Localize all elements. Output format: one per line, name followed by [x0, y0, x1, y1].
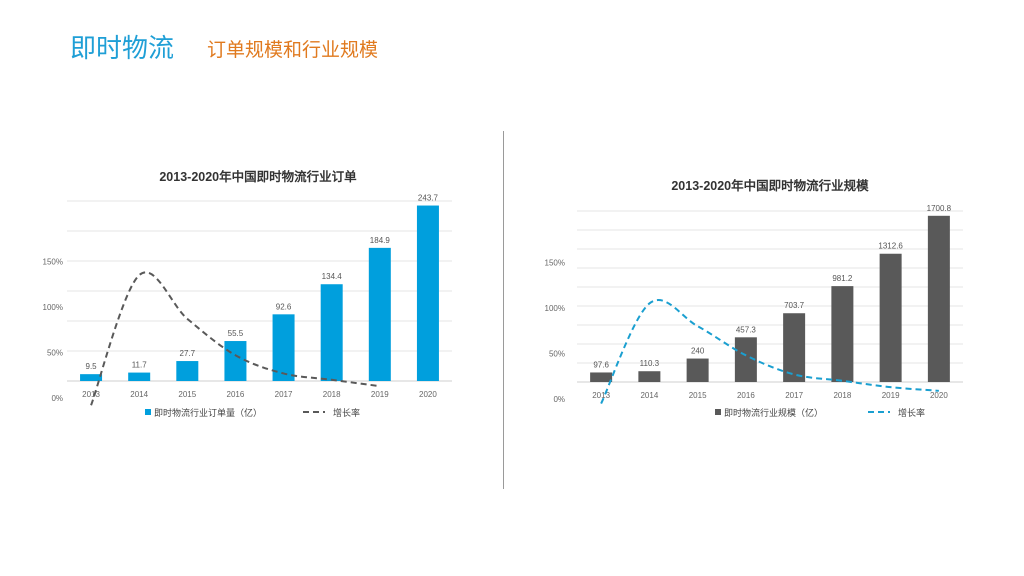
legend-bar-label: 即时物流行业规模（亿）: [724, 407, 823, 418]
bar-2013: [590, 372, 613, 382]
chart-divider: [503, 131, 504, 489]
page-title: 即时物流: [70, 33, 175, 63]
bar-2019: [368, 247, 391, 381]
x-tick-label: 2019: [882, 391, 900, 400]
x-tick-label: 2018: [833, 391, 851, 400]
x-tick-label: 2014: [640, 391, 658, 400]
y-tick-label: 0%: [553, 395, 565, 404]
y-tick-label: 50%: [549, 350, 565, 359]
data-label: 92.6: [276, 302, 292, 311]
bar-2016: [224, 341, 247, 381]
data-label: 55.5: [228, 329, 244, 338]
legend-bar-swatch: [715, 409, 721, 415]
bar-2015: [176, 361, 199, 381]
bar-2019: [879, 253, 902, 382]
x-tick-label: 2015: [178, 390, 196, 399]
data-label: 1312.6: [878, 242, 903, 251]
y-tick-label: 150%: [545, 259, 565, 268]
data-label: 11.7: [132, 361, 148, 370]
data-label: 243.7: [418, 194, 439, 203]
x-tick-label: 2020: [419, 390, 437, 399]
x-tick-label: 2017: [785, 391, 803, 400]
bar-2014: [638, 371, 661, 382]
y-tick-label: 0%: [51, 394, 63, 403]
bar-2017: [272, 314, 295, 381]
bar-2013: [80, 374, 103, 381]
bar-2018: [320, 284, 343, 381]
bar-2014: [128, 372, 151, 381]
x-tick-label: 2019: [371, 390, 389, 399]
x-tick-label: 2015: [689, 391, 707, 400]
bar-2020: [927, 215, 950, 382]
data-label: 27.7: [180, 349, 196, 358]
growth-rate-line-1: [90, 271, 380, 406]
growth-rate-line-2: [600, 299, 939, 404]
y-tick-label: 50%: [47, 349, 63, 358]
bar-2018: [831, 286, 854, 382]
x-tick-label: 2013: [82, 390, 100, 399]
data-label: 9.5: [86, 362, 98, 371]
legend-line-label: 增长率: [333, 407, 360, 418]
data-label: 981.2: [832, 274, 853, 283]
y-tick-label: 150%: [43, 258, 63, 267]
chart-title-2: 2013-2020年中国即时物流行业规模: [671, 178, 869, 193]
legend-line-label: 增长率: [898, 407, 925, 418]
data-label: 184.9: [370, 236, 391, 245]
data-label: 703.7: [784, 301, 805, 310]
y-tick-label: 100%: [43, 303, 63, 312]
x-tick-label: 2018: [323, 390, 341, 399]
x-tick-label: 2014: [130, 390, 148, 399]
x-tick-label: 2017: [275, 390, 293, 399]
legend-bar-label: 即时物流行业订单量（亿）: [154, 407, 262, 418]
chart-title-1: 2013-2020年中国即时物流行业订单: [159, 169, 357, 184]
y-tick-label: 100%: [545, 304, 565, 313]
x-tick-label: 2013: [592, 391, 610, 400]
data-label: 1700.8: [927, 204, 952, 213]
bar-2015: [686, 358, 709, 382]
bar-2020: [416, 205, 439, 381]
page-subtitle: 订单规模和行业规模: [207, 40, 379, 61]
legend-bar-swatch: [145, 409, 151, 415]
x-tick-label: 2016: [737, 391, 755, 400]
data-label: 134.4: [322, 272, 343, 281]
data-label: 457.3: [736, 325, 757, 334]
x-tick-label: 2020: [930, 391, 948, 400]
bar-2016: [734, 337, 757, 382]
data-label: 240: [691, 347, 705, 356]
data-label: 110.3: [640, 359, 660, 368]
data-label: 97.6: [593, 360, 609, 369]
x-tick-label: 2016: [227, 390, 245, 399]
bar-2017: [783, 313, 806, 382]
